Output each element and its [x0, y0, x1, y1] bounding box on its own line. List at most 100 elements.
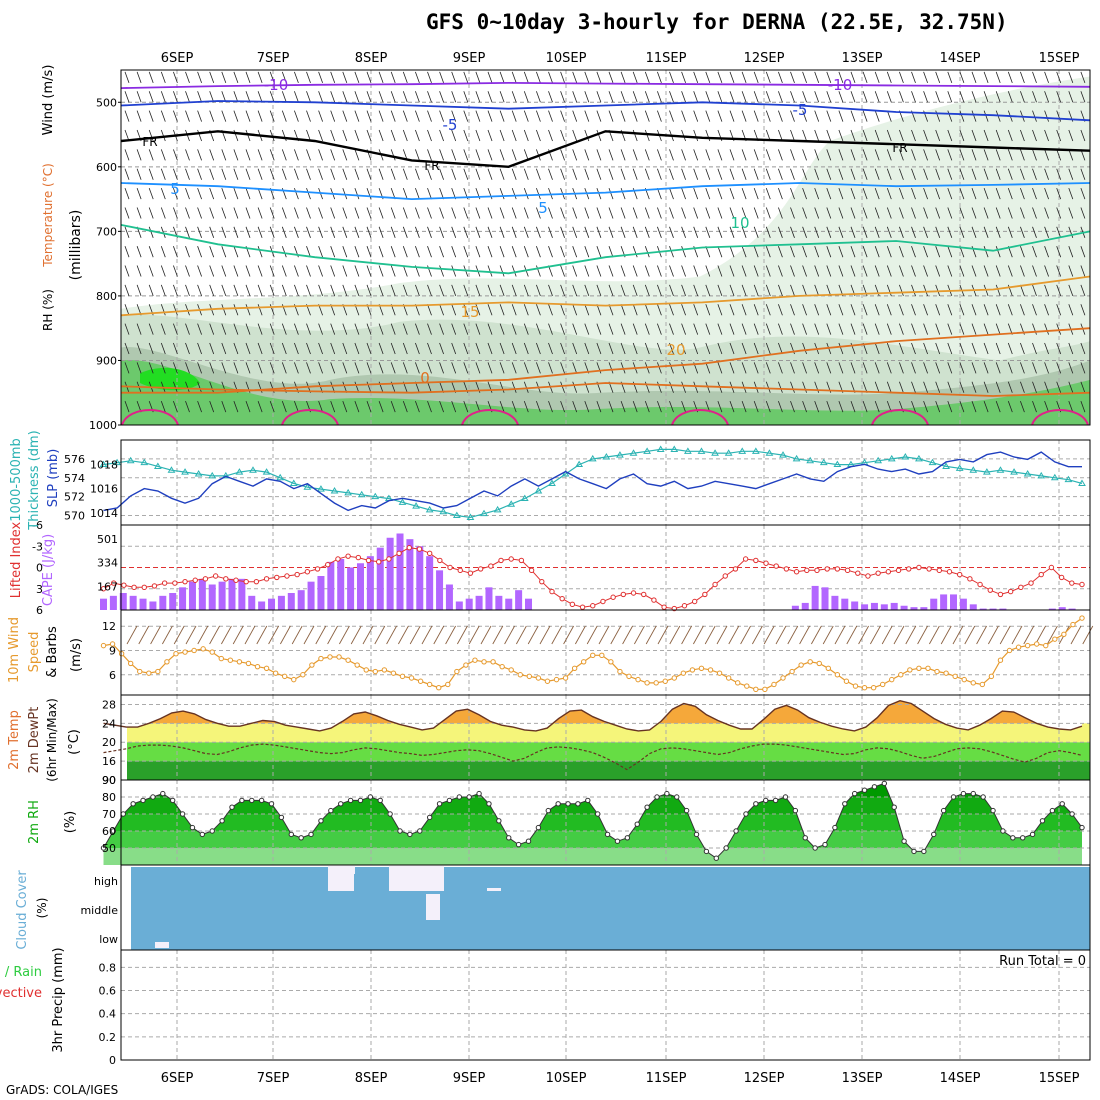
cape-bar	[109, 595, 117, 610]
lifted-index-point	[773, 563, 779, 569]
wind-barb	[1007, 149, 1013, 161]
label-millibars: (millibars)	[68, 210, 84, 281]
wind-barb	[197, 71, 202, 84]
wind-barb	[1068, 91, 1074, 103]
wind-barb	[669, 226, 674, 238]
cape-bar	[831, 595, 839, 610]
wind-barb	[584, 400, 590, 413]
wind-barb-10m	[386, 625, 397, 645]
wind-speed-point	[109, 641, 116, 647]
cloud-tick-label: middle	[80, 904, 118, 917]
precip-tick-label: 0	[109, 1054, 116, 1067]
wind-barb-10m	[468, 625, 480, 645]
wind-barb	[366, 246, 372, 258]
wind-barb	[173, 207, 178, 219]
rh-point	[1010, 835, 1016, 841]
cape-bar	[376, 547, 384, 610]
thickness-point	[724, 449, 733, 456]
wind-barb	[1020, 187, 1025, 200]
date-label-bottom: 6SEP	[161, 1071, 194, 1086]
wind-barb	[463, 342, 469, 355]
wind-barb	[669, 71, 674, 84]
wind-barb	[1007, 342, 1013, 355]
thickness-panel-frame	[120, 439, 1091, 526]
date-label-top: 15SEP	[1039, 51, 1080, 66]
wind-barb	[148, 265, 154, 277]
wind-barb	[669, 381, 674, 393]
cloud-tick-label: low	[99, 933, 118, 946]
thickness-point	[249, 466, 257, 473]
wind-barb	[1044, 129, 1049, 142]
wind-barb-10m	[232, 625, 244, 645]
wind-barb	[923, 187, 928, 200]
wind-barb	[499, 284, 505, 297]
wind-barb	[802, 304, 807, 316]
rh-point	[1029, 831, 1036, 838]
wind-barb	[947, 362, 953, 374]
wind-barb	[644, 304, 650, 316]
lifted-index-point	[844, 567, 851, 574]
wind-barb	[717, 168, 723, 180]
wind-barb	[911, 207, 916, 219]
wind-barb	[899, 168, 904, 180]
wind-barb	[657, 71, 662, 84]
wind-barb	[899, 129, 904, 142]
wind-barb	[911, 362, 916, 374]
wind-barb	[221, 342, 227, 355]
wind-barb	[185, 265, 190, 277]
wind-barb	[765, 381, 771, 393]
lifted-index-point	[579, 604, 586, 610]
wind-barb	[983, 168, 989, 180]
wind-barb	[1056, 71, 1062, 84]
wind-barb	[523, 207, 529, 219]
wind-barb	[669, 304, 674, 316]
wind-barb	[269, 71, 275, 84]
lifted-index-point	[885, 569, 892, 575]
cape-bar	[327, 561, 335, 610]
date-label-top: 6SEP	[161, 51, 194, 66]
wind-barb	[511, 110, 517, 122]
wind-barb	[620, 187, 626, 200]
wind-barb	[620, 323, 626, 335]
wind-barb	[185, 91, 190, 103]
rh-point	[763, 797, 769, 804]
wind-speed-point	[580, 659, 587, 665]
wind-barb	[1020, 381, 1025, 393]
wind-barb	[693, 323, 699, 335]
wind-barb	[257, 304, 263, 316]
wind-speed-point	[408, 675, 415, 681]
wind-barb	[572, 381, 578, 393]
wind-barb	[790, 226, 795, 238]
wind-barb	[560, 304, 565, 316]
wind-barb	[814, 284, 820, 297]
wind-barb	[318, 362, 323, 374]
wind-barb	[572, 71, 578, 84]
wind-barb	[342, 110, 348, 122]
wind-barb	[487, 129, 493, 142]
wind-speed-point	[934, 668, 940, 675]
lifted-index-point	[936, 567, 943, 574]
wind-barb	[1032, 110, 1037, 122]
wind-barb	[160, 71, 166, 84]
wind-barb	[560, 129, 565, 142]
wind-barb	[148, 284, 154, 297]
thickness-point	[208, 471, 217, 479]
cape-bar	[406, 539, 414, 610]
wind-barb	[560, 381, 565, 393]
wind-barb	[499, 91, 505, 103]
wind-barb	[1032, 187, 1037, 200]
wind-barb	[148, 207, 154, 219]
wind-barb	[741, 362, 747, 374]
wind-barb	[197, 265, 202, 277]
wind-barb	[487, 304, 493, 316]
wind-barb	[294, 71, 299, 84]
wind-barb	[765, 284, 771, 297]
wind-barb	[826, 110, 832, 122]
wind-barb	[402, 362, 408, 374]
wind-barb	[318, 265, 323, 277]
wind-barb	[415, 400, 420, 413]
wind-barb	[245, 304, 251, 316]
wind-barb	[995, 187, 1001, 200]
wind-barb	[681, 149, 686, 161]
wind-barb	[995, 207, 1001, 219]
